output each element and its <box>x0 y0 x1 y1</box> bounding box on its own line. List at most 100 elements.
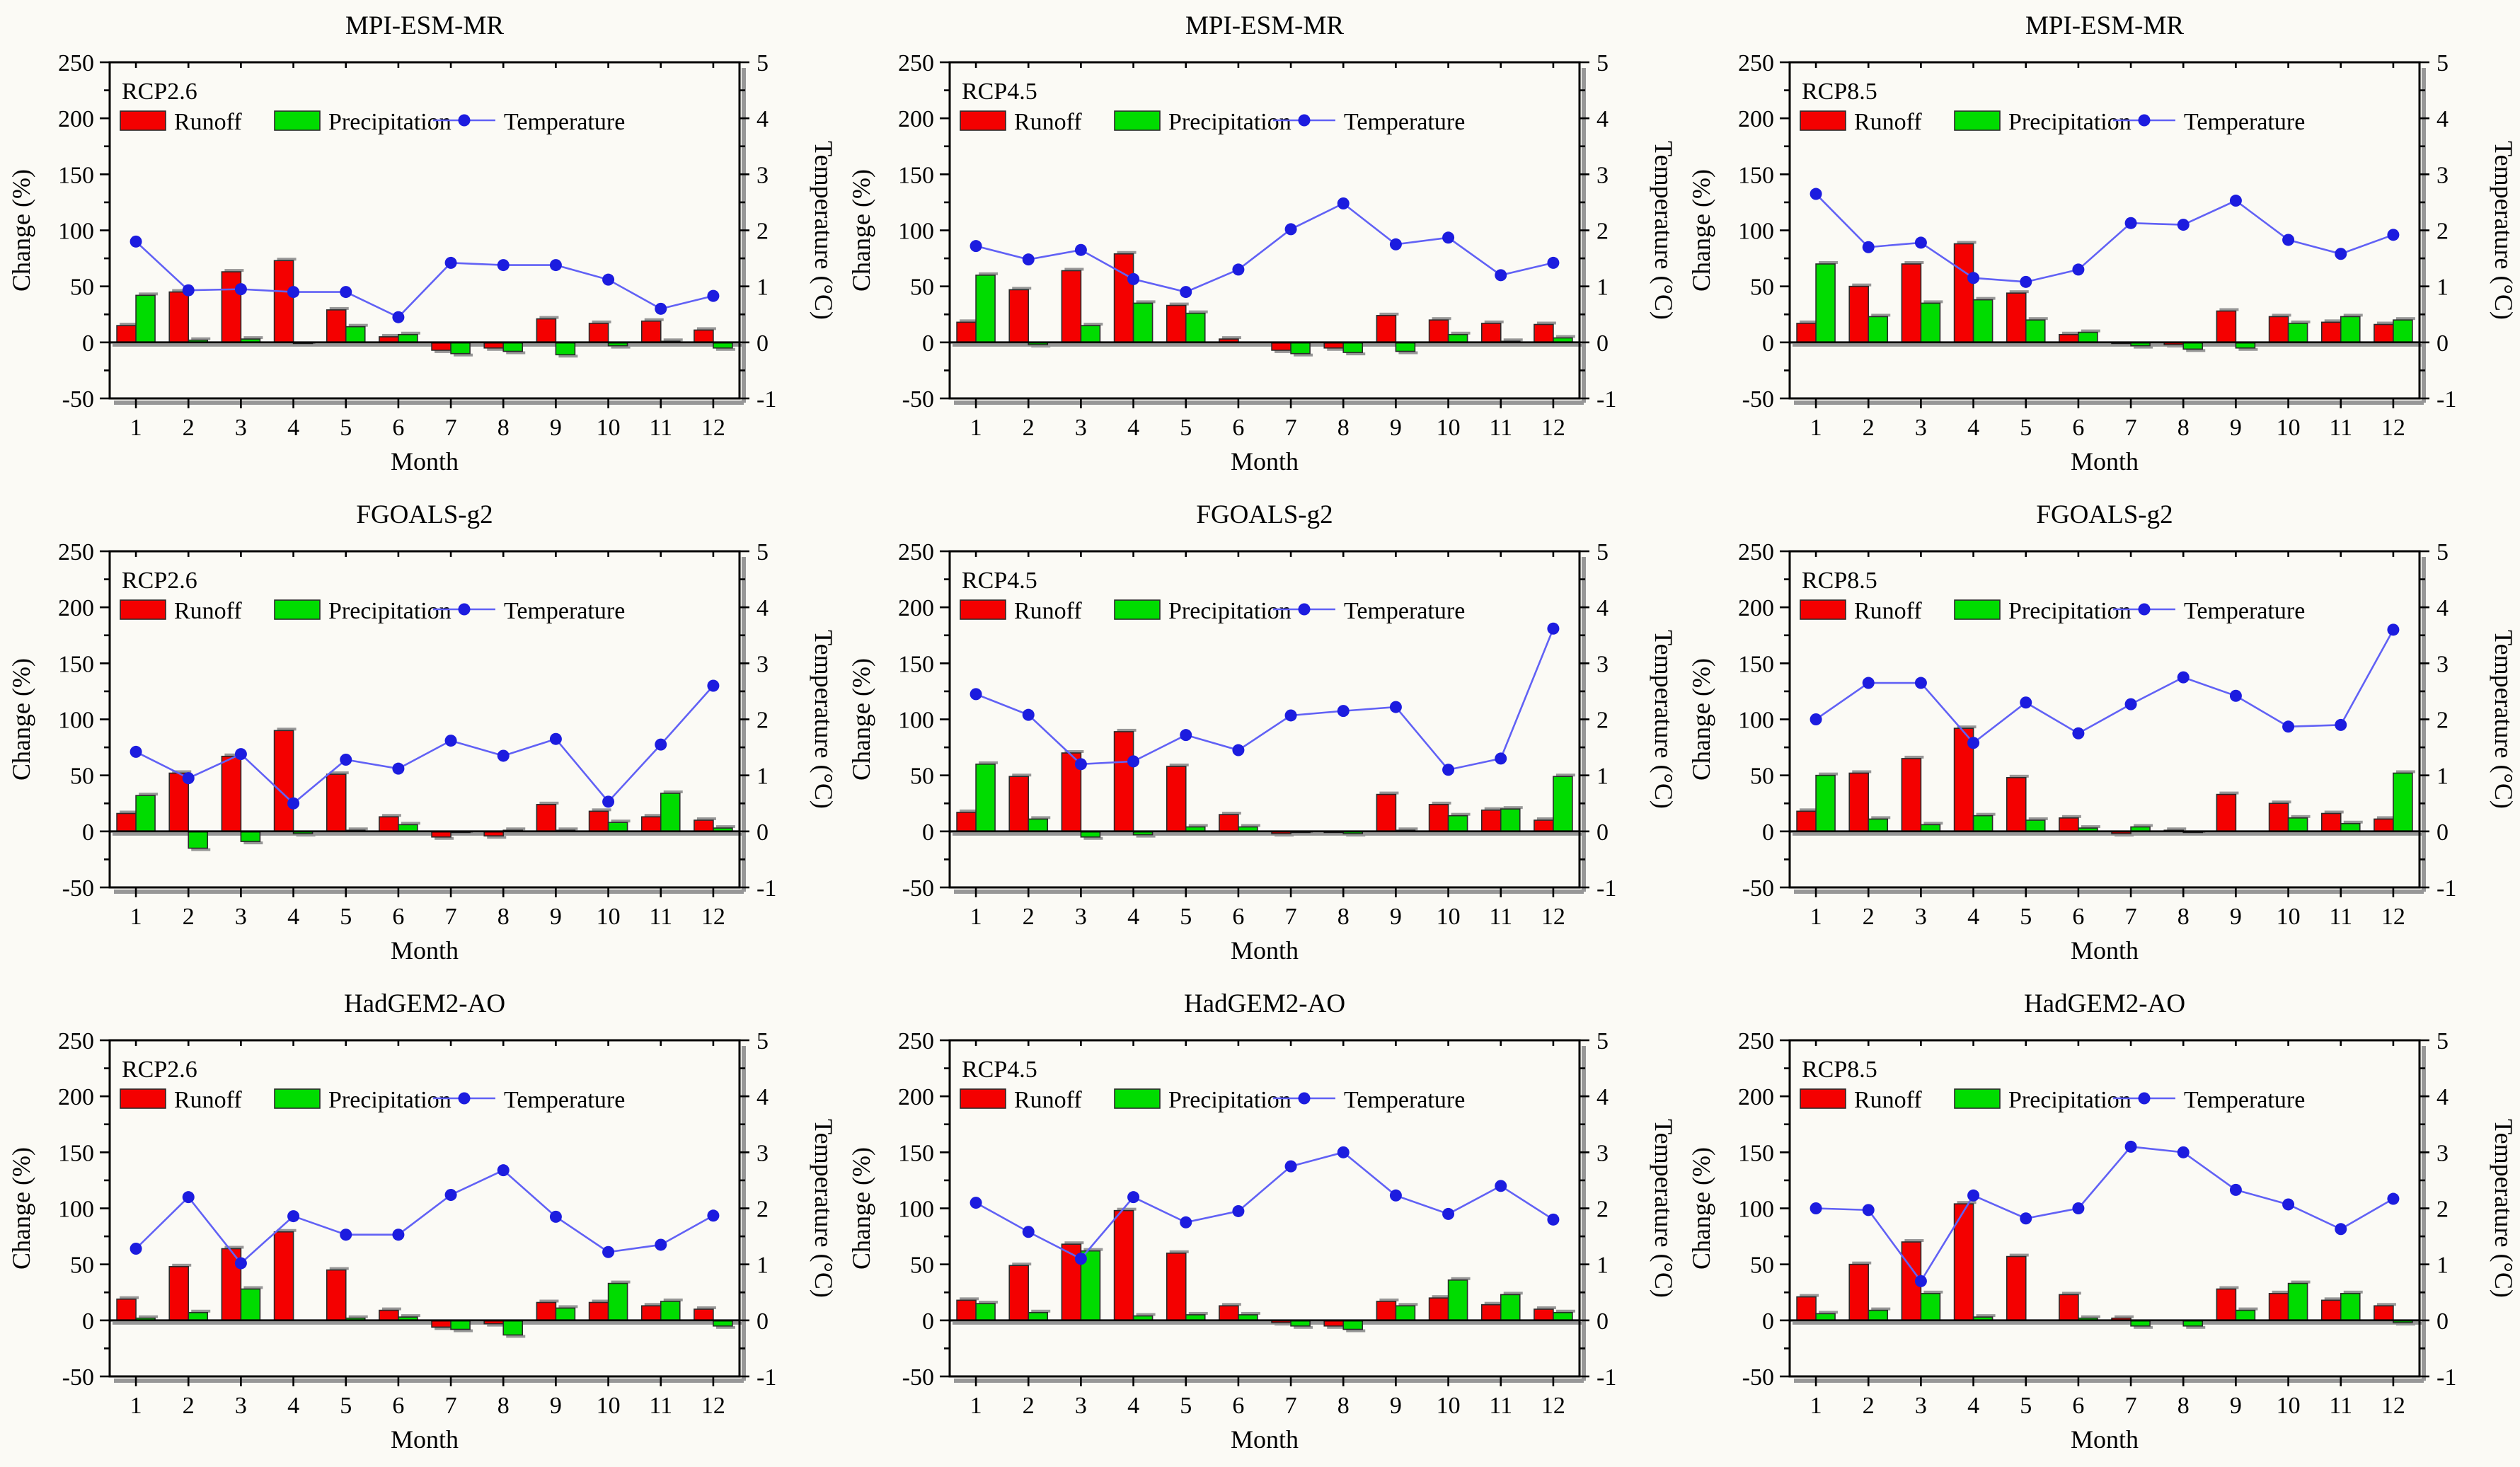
x-axis-label: Month <box>2071 936 2139 965</box>
month-tick-label: 3 <box>1915 415 1927 441</box>
bar <box>398 333 418 343</box>
bar <box>1447 1279 1468 1321</box>
legend: Runoff Precipitation Temperature <box>960 598 1465 624</box>
bars <box>116 727 735 851</box>
month-tick-label: 6 <box>392 904 404 930</box>
bar-shadow <box>348 1315 368 1318</box>
right-tick-label: 4 <box>756 106 769 132</box>
right-tick-label: -1 <box>756 386 776 413</box>
month-tick-label: 8 <box>1337 415 1350 441</box>
chart-cell-fgoals-g2-rcp45: 250 200 150 100 50 0 -50 5 4 3 2 1 0 -1 1 2 3 4 5 6 7 8 9 10 11 1… <box>840 489 1680 978</box>
right-axis-label: Temperature (°C) <box>2490 141 2518 320</box>
left-tick-label: 250 <box>1738 1028 1774 1054</box>
right-tick-label: 2 <box>2436 1197 2449 1223</box>
bar-shadow <box>2061 1291 2081 1295</box>
month-tick-label: 3 <box>235 1393 247 1419</box>
scenario-label: RCP2.6 <box>122 1057 197 1083</box>
right-tick-label: 5 <box>1596 539 1609 565</box>
bar <box>1113 731 1134 832</box>
temperature-marker <box>602 795 615 808</box>
temperature-marker <box>2282 1198 2295 1211</box>
temperature-marker <box>1232 263 1245 276</box>
legend-precipitation-swatch <box>1954 110 2001 131</box>
month-tick-label: 1 <box>970 415 982 441</box>
bar-shadow <box>2134 824 2153 827</box>
left-tick-label: 250 <box>58 539 94 565</box>
legend: Runoff Precipitation Temperature <box>1800 598 2305 624</box>
month-tick-label: 11 <box>1489 904 1512 930</box>
bar-shadow <box>277 727 297 731</box>
right-tick-label: 0 <box>756 330 769 357</box>
bar <box>2320 1299 2342 1321</box>
month-tick-label: 2 <box>1023 904 1035 930</box>
x-axis-label: Month <box>1231 1425 1299 1454</box>
runoff-bars <box>116 258 716 353</box>
month-tick-label: 10 <box>1437 415 1461 441</box>
left-tick-label: 100 <box>58 708 94 734</box>
bar <box>1395 342 1416 352</box>
bar-shadow <box>1432 317 1451 321</box>
bar <box>975 1303 996 1321</box>
left-tick-label: 100 <box>58 219 94 245</box>
axis-ticks <box>100 1039 749 1386</box>
bar-shadow <box>2272 1290 2291 1294</box>
bar-shadow <box>1346 352 1366 356</box>
bar-shadow <box>1294 1325 1313 1329</box>
month-tick-label: 1 <box>1810 415 1822 441</box>
bar <box>588 810 609 832</box>
bar-shadow <box>1275 1323 1294 1325</box>
month-tick-label: 6 <box>1232 904 1244 930</box>
temperature-marker <box>1180 286 1192 299</box>
temperature-marker <box>1337 197 1350 209</box>
bar <box>1815 263 1836 343</box>
x-axis-label: Month <box>391 447 459 476</box>
temperature-markers <box>1810 188 2400 288</box>
month-tick-label: 5 <box>2020 1393 2032 1419</box>
legend-temperature-label: Temperature <box>2184 109 2305 135</box>
bar-shadow <box>1012 287 1032 290</box>
bar-shadow <box>2186 349 2206 352</box>
bar-shadow <box>2009 774 2029 778</box>
right-tick-label: 3 <box>756 1140 769 1166</box>
bar <box>2393 772 2413 832</box>
bar <box>1553 776 1573 832</box>
legend-precipitation-swatch <box>1954 1088 2001 1109</box>
bar-shadow <box>1398 827 1418 831</box>
bar-shadow <box>1379 312 1399 316</box>
month-tick-label: 5 <box>340 904 352 930</box>
month-tick-label: 7 <box>445 904 457 930</box>
legend-runoff-label: Runoff <box>1014 1087 1082 1113</box>
bar-shadow <box>558 1305 578 1308</box>
bar-shadow <box>1484 807 1504 810</box>
right-tick-label: 5 <box>1596 1028 1609 1054</box>
bar-shadow <box>2219 1286 2239 1289</box>
bar-shadow <box>329 306 349 310</box>
left-tick-label: 250 <box>1738 50 1774 76</box>
right-tick-label: 2 <box>756 708 769 734</box>
bar-shadow <box>1957 241 1977 244</box>
legend-temperature-label: Temperature <box>504 1087 625 1113</box>
chart-cell-hadgem2-ao-rcp85: 250 200 150 100 50 0 -50 5 4 3 2 1 0 -1 1 2 3 4 5 6 7 8 9 10 11 1… <box>1680 978 2520 1467</box>
month-tick-label: 3 <box>1075 1393 1087 1419</box>
bar-shadow <box>2272 800 2291 804</box>
frame-shadow <box>1794 1046 2426 1383</box>
right-tick-label: 5 <box>756 539 769 565</box>
bars <box>1796 241 2415 352</box>
legend-runoff-swatch <box>1800 110 1846 131</box>
x-axis-label: Month <box>2071 447 2139 476</box>
bar-shadow <box>1346 834 1366 836</box>
legend-runoff-label: Runoff <box>1854 598 1922 624</box>
bar <box>1008 289 1030 343</box>
temperature-line <box>135 241 714 318</box>
temperature-marker <box>2020 275 2032 288</box>
left-tick-label: 0 <box>922 330 934 357</box>
left-tick-label: 200 <box>58 106 94 132</box>
bar-shadow <box>960 1297 979 1301</box>
